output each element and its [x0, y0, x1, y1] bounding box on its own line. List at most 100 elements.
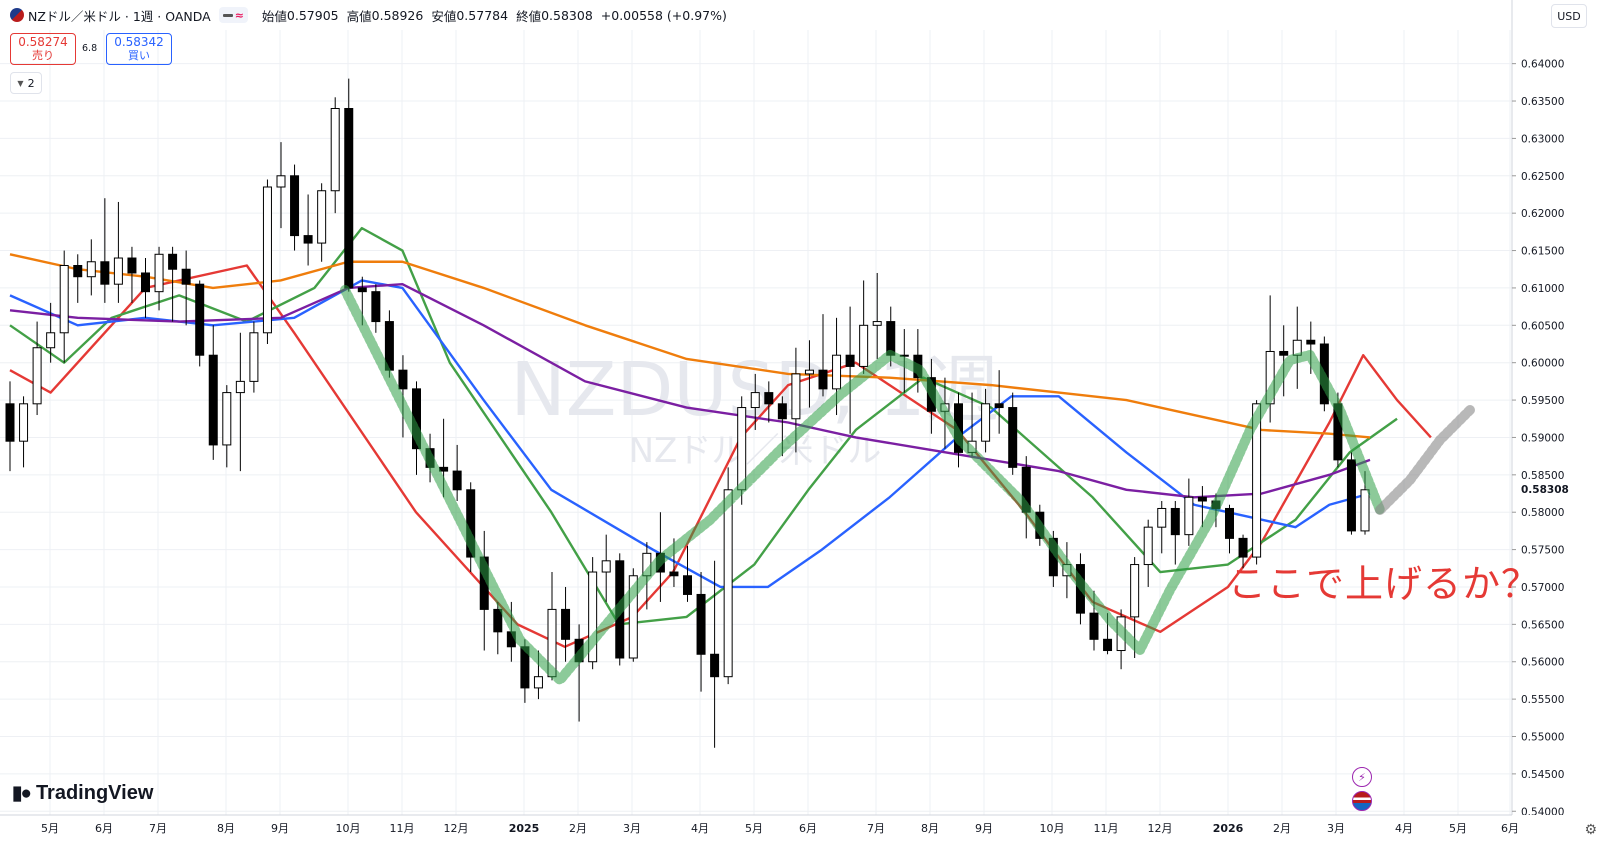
price-tick-label: 0.59000 — [1521, 432, 1564, 444]
time-tick-label: 9月 — [271, 822, 289, 835]
last-price-label: 0.58308 — [1521, 484, 1569, 496]
time-tick-label: 3月 — [623, 822, 641, 835]
buy-price: 0.58342 — [114, 35, 164, 49]
tradingview-logo-icon: ▮● — [12, 783, 32, 804]
time-tick-label: 2025 — [509, 822, 540, 835]
open-label: 始値 — [261, 8, 287, 24]
candle-body — [235, 380, 245, 394]
symbol-title[interactable]: NZドル／米ドル · 1週 · OANDA — [28, 8, 211, 24]
close-label: 終値 — [516, 8, 542, 24]
price-tick-label: 0.57500 — [1521, 545, 1564, 557]
symbol-header: NZドル／米ドル · 1週 · OANDA ≈ 始値 0.57905 高値 0.58… — [0, 0, 727, 30]
low-label: 安値 — [431, 8, 457, 24]
candle-body — [357, 287, 367, 293]
candle-body — [1225, 507, 1234, 539]
candle-body — [533, 676, 543, 689]
time-tick-label: 8月 — [921, 822, 939, 835]
watermark-name: NZドル／米ドル — [629, 431, 882, 471]
event-us-flag-icon[interactable] — [1352, 791, 1372, 811]
candle-body — [683, 575, 692, 595]
price-tick-label: 0.61500 — [1521, 246, 1564, 258]
candle-body — [872, 321, 882, 326]
candle-body — [1130, 564, 1140, 618]
candle-body — [290, 175, 300, 237]
high-value: 0.58926 — [371, 7, 424, 23]
candle-body — [141, 272, 150, 293]
event-bolt-icon[interactable]: ⚡ — [1352, 767, 1372, 787]
candle-body — [330, 108, 340, 192]
candle-body — [344, 108, 354, 289]
candle-body — [669, 571, 679, 577]
candle-body — [1157, 507, 1167, 528]
close-value: 0.58308 — [541, 7, 593, 23]
buy-label: 買い — [128, 49, 150, 62]
candle-body — [804, 369, 814, 375]
candle-body — [1143, 526, 1153, 566]
price-tick-label: 0.60500 — [1521, 320, 1564, 332]
time-tick-label: 10月 — [1040, 822, 1065, 835]
time-tick-label: 12月 — [444, 822, 469, 835]
candle-body — [696, 593, 706, 655]
high-label: 高値 — [346, 8, 372, 24]
candle-body — [710, 653, 720, 678]
candle-body — [764, 392, 774, 405]
line-style-icon — [222, 13, 233, 17]
candle-body — [1008, 407, 1018, 468]
open-value: 0.57905 — [286, 7, 339, 23]
sell-price: 0.58274 — [18, 35, 68, 49]
spread-value: 6.8 — [82, 43, 98, 54]
candle-body — [1252, 403, 1262, 558]
moving-average-line — [9, 253, 1371, 439]
time-tick-label: 9月 — [975, 822, 993, 835]
price-tick-label: 0.63500 — [1521, 96, 1564, 108]
price-axis-area — [1512, 0, 1609, 867]
time-tick-label: 5月 — [41, 822, 59, 835]
time-tick-label: 2月 — [569, 822, 587, 835]
time-tick-label: 5月 — [1449, 822, 1467, 835]
price-tick-label: 0.63000 — [1521, 133, 1564, 145]
currency-button[interactable]: USD — [1551, 4, 1587, 28]
price-tick-label: 0.62500 — [1521, 171, 1564, 183]
candle-body — [86, 261, 96, 278]
sell-button[interactable]: 0.58274 売り — [10, 33, 76, 65]
candle-body — [371, 291, 381, 323]
candle-body — [1197, 496, 1207, 502]
price-tick-label: 0.55500 — [1521, 694, 1564, 706]
annotation-text[interactable]: ここで上げるか？ — [1228, 562, 1541, 606]
chevron-down-icon: ▼ — [17, 78, 24, 88]
last-price-box — [1514, 481, 1566, 498]
indicator-toggle[interactable]: ≈ — [218, 7, 248, 23]
moving-average-line — [9, 282, 1371, 499]
time-tick-label: 7月 — [867, 822, 885, 835]
candle-body — [32, 347, 42, 405]
price-tick-label: 0.59500 — [1521, 395, 1564, 407]
price-tick-label: 0.60000 — [1521, 358, 1564, 370]
price-tick-label: 0.62000 — [1521, 208, 1564, 220]
candle-body — [723, 489, 733, 678]
time-axis-area — [0, 815, 1609, 867]
price-tick-label: 0.61000 — [1521, 283, 1564, 295]
time-tick-label: 5月 — [745, 822, 763, 835]
change-value: +0.00558 (+0.97%) — [600, 7, 727, 23]
candle-body — [1360, 489, 1370, 532]
candle-body — [168, 253, 178, 270]
candle-body — [113, 257, 123, 285]
buy-button[interactable]: 0.58342 買い — [106, 33, 172, 65]
price-tick-label: 0.58500 — [1521, 470, 1564, 482]
candle-body — [195, 283, 205, 356]
price-tick-label: 0.56000 — [1521, 657, 1564, 669]
candle-body — [5, 403, 15, 442]
time-tick-label: 4月 — [691, 822, 709, 835]
candle-body — [127, 257, 137, 274]
settings-gear-icon[interactable]: ⚙ — [1584, 822, 1597, 838]
candle-body — [561, 608, 571, 640]
candle-body — [1184, 496, 1194, 536]
candle-body — [791, 373, 801, 420]
time-tick-label: 4月 — [1395, 822, 1413, 835]
indicators-collapse-button[interactable]: ▼ 2 — [10, 72, 42, 94]
price-tick-label: 0.57000 — [1521, 582, 1564, 594]
tradingview-logo[interactable]: ▮● TradingView — [12, 782, 153, 805]
candle-body — [832, 354, 842, 390]
candle-body — [222, 392, 232, 446]
